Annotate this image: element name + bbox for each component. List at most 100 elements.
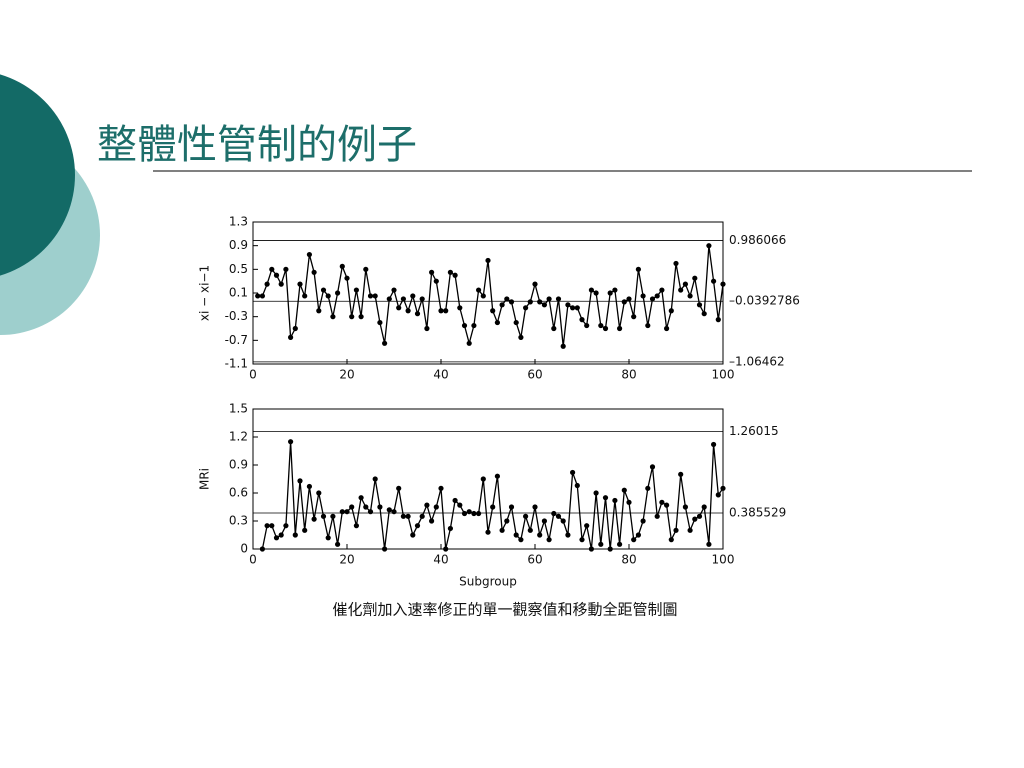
data-point <box>645 322 651 329</box>
data-point <box>711 278 717 284</box>
data-point <box>443 546 449 552</box>
data-point <box>297 478 303 484</box>
x-tick-label: 100 <box>712 553 735 567</box>
data-point <box>461 510 468 517</box>
data-point <box>527 527 533 533</box>
data-point <box>607 546 613 552</box>
data-point <box>593 290 599 296</box>
data-point <box>541 302 548 308</box>
data-point <box>490 308 496 314</box>
data-point <box>579 317 585 323</box>
data-point <box>584 523 590 529</box>
data-point <box>518 537 524 543</box>
data-point <box>687 527 693 533</box>
x-tick-label: 100 <box>712 368 735 382</box>
data-point <box>692 516 698 522</box>
y-tick-label: 1.2 <box>229 430 248 444</box>
data-point <box>438 485 444 491</box>
data-point <box>349 504 355 510</box>
data-point <box>344 509 350 515</box>
data-point <box>452 497 458 504</box>
x-tick-label: 0 <box>249 553 257 567</box>
data-point <box>494 473 500 479</box>
data-point <box>668 308 674 314</box>
data-point <box>574 305 580 311</box>
data-point <box>367 509 374 515</box>
data-point <box>466 509 472 515</box>
data-point <box>696 302 703 308</box>
data-point <box>259 546 265 552</box>
data-point <box>635 532 642 538</box>
data-point <box>499 302 505 308</box>
data-point <box>264 523 270 529</box>
data-point <box>682 281 689 287</box>
data-point <box>659 499 665 505</box>
data-point <box>278 532 284 538</box>
data-point <box>400 513 406 519</box>
data-point <box>518 334 524 340</box>
data-point <box>659 287 665 293</box>
data-line <box>261 441 724 550</box>
data-point <box>292 325 298 332</box>
data-point <box>617 541 623 547</box>
data-point <box>588 287 595 293</box>
data-point <box>325 293 331 299</box>
data-point <box>551 325 557 332</box>
data-point <box>504 518 510 524</box>
data-point <box>720 485 726 491</box>
data-point <box>292 532 298 538</box>
data-point <box>330 513 336 519</box>
caption: 催化劑加入速率修正的單一觀察值和移動全距管制圖 <box>332 601 677 619</box>
data-point <box>654 513 660 519</box>
data-point <box>382 546 388 552</box>
control-limit-label: –1.06462 <box>729 354 785 368</box>
data-point <box>631 314 637 320</box>
y-tick-label: 0 <box>240 542 248 556</box>
data-point <box>457 502 463 508</box>
y-tick-label: 0.3 <box>229 514 248 528</box>
data-point <box>480 476 486 482</box>
data-point <box>382 340 388 346</box>
data-point <box>316 490 322 496</box>
data-point <box>447 269 453 275</box>
data-point <box>367 293 374 299</box>
data-point <box>288 439 294 445</box>
data-point <box>574 482 580 489</box>
x-axis-label: Subgroup <box>459 575 517 589</box>
y-tick-label: 1.5 <box>229 402 248 416</box>
data-point <box>607 290 613 296</box>
data-point <box>353 523 359 529</box>
x-tick-label: 40 <box>433 553 448 567</box>
y-tick-label: -0.7 <box>225 333 248 347</box>
data-point <box>649 464 656 470</box>
data-point <box>546 296 552 302</box>
data-point <box>701 504 707 510</box>
y-tick-label: -1.1 <box>225 357 248 371</box>
y-tick-label: -0.3 <box>225 309 248 323</box>
data-point <box>363 266 369 272</box>
data-point <box>353 287 359 293</box>
data-point <box>570 305 576 311</box>
data-point <box>433 278 439 284</box>
data-point <box>579 537 585 543</box>
data-point <box>508 504 515 510</box>
data-point <box>424 325 430 332</box>
data-point <box>565 302 571 308</box>
data-point <box>485 529 491 535</box>
data-point <box>400 296 406 302</box>
data-point <box>513 319 519 326</box>
data-point <box>476 287 482 293</box>
data-point <box>654 293 660 299</box>
data-point <box>259 293 265 299</box>
data-point <box>720 281 726 287</box>
data-point <box>386 296 392 302</box>
data-point <box>541 518 548 524</box>
data-point <box>560 343 566 349</box>
y-tick-label: 1.3 <box>229 215 248 229</box>
data-point <box>696 513 703 519</box>
data-point <box>612 497 618 504</box>
slide-title: 整體性管制的例子 <box>97 122 417 168</box>
data-point <box>631 537 637 543</box>
